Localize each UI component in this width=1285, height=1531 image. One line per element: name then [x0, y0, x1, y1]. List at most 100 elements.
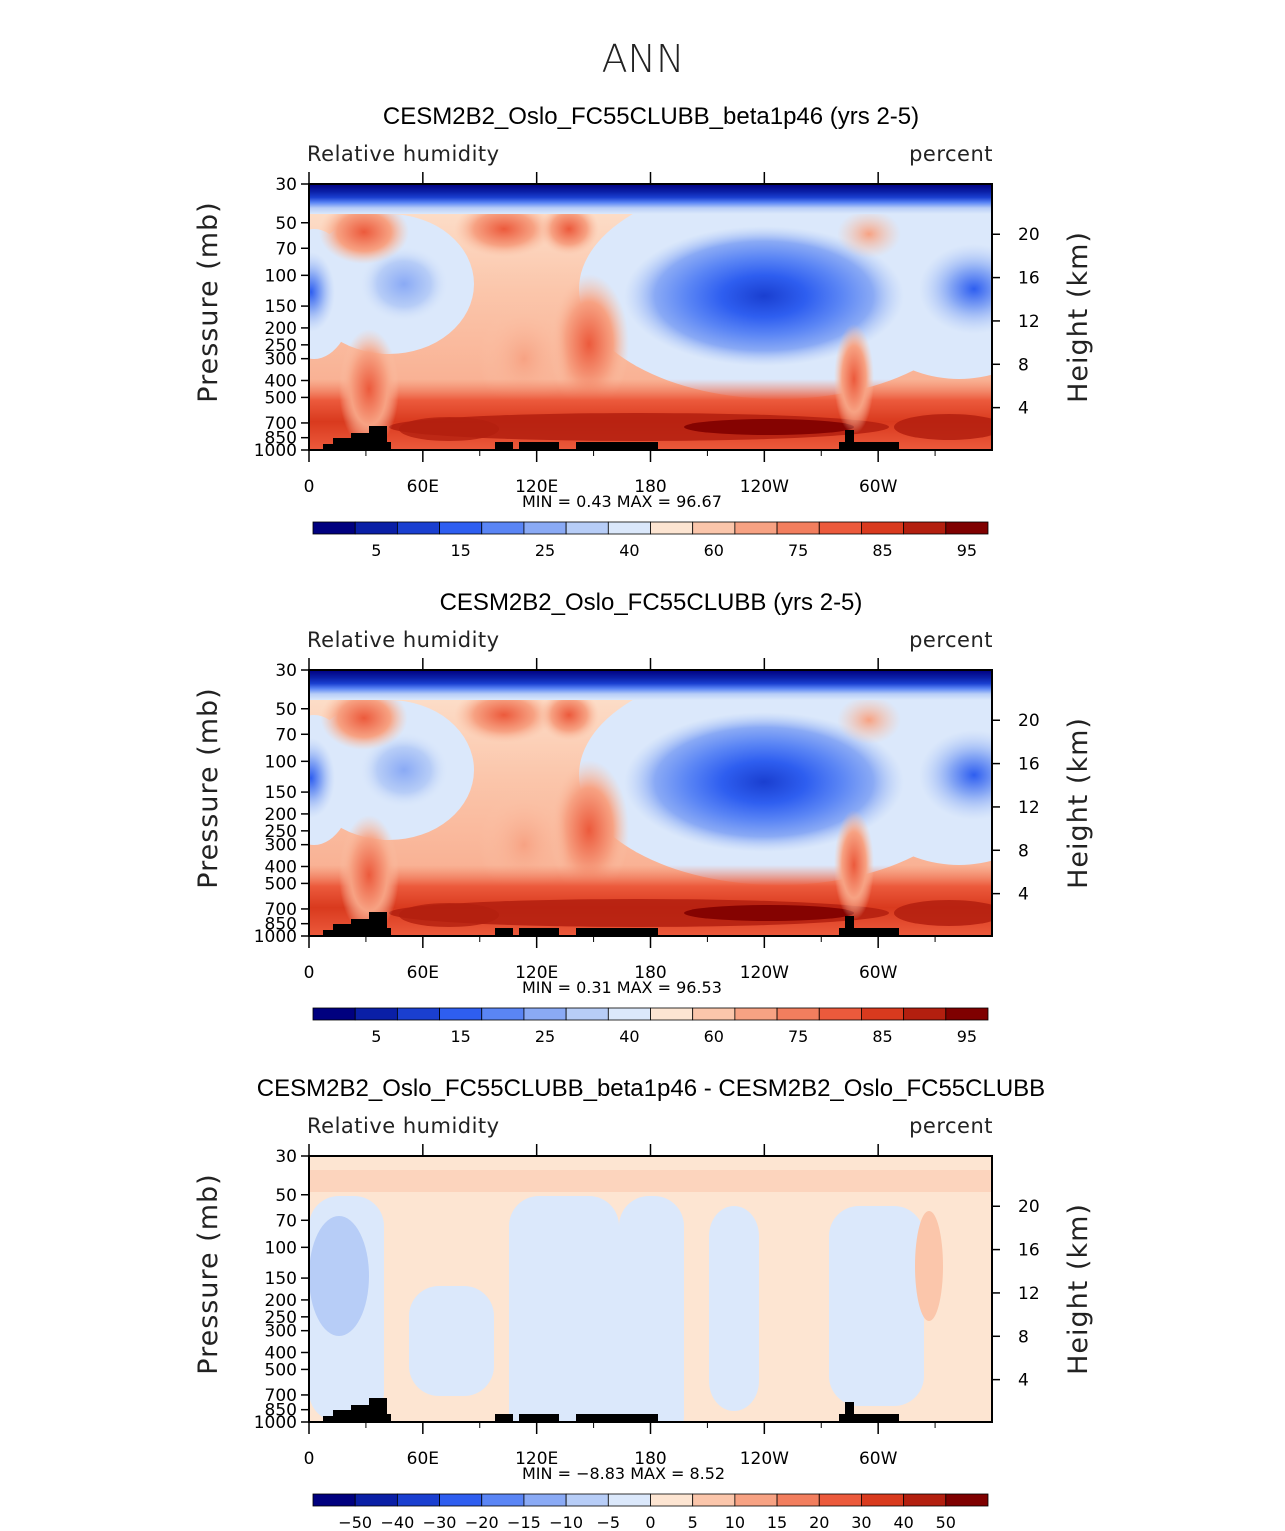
colorbar-label: −50 [338, 1513, 372, 1531]
panel-title: CESM2B2_Oslo_FC55CLUBB_beta1p46 - CESM2B… [257, 1075, 1045, 1102]
y-right-tick-label: 12 [1018, 798, 1040, 818]
colorbar-label: 60 [704, 1027, 724, 1046]
x-tick-label: 60E [407, 477, 439, 497]
x-tick-label: 120W [740, 477, 789, 497]
x-tick-label: 0 [304, 963, 315, 983]
colorbar-swatch [607, 1493, 651, 1507]
y-tick-label: 300 [265, 350, 297, 370]
colorbar-swatch [650, 521, 694, 535]
colorbar-label: 15 [767, 1513, 787, 1531]
colorbar-swatch [776, 521, 820, 535]
colorbar-swatch [945, 1493, 989, 1507]
colorbar-label: 5 [688, 1513, 698, 1531]
y-right-axis-title: Height (km) [1063, 1203, 1094, 1375]
colorbar-swatch [945, 1007, 989, 1021]
y-right-axis-title: Height (km) [1063, 717, 1094, 889]
colorbar-swatch [396, 1007, 440, 1021]
colorbar-swatch [396, 1493, 440, 1507]
colorbar-swatch [692, 521, 736, 535]
colorbar-swatch [692, 1007, 736, 1021]
y-tick-label: 1000 [254, 927, 297, 947]
y-tick-label: 1000 [254, 441, 297, 461]
y-tick-label: 850 [265, 915, 297, 935]
colorbar-swatch [650, 1007, 694, 1021]
y-tick-label: 400 [265, 857, 297, 877]
colorbar-label: −5 [597, 1513, 621, 1531]
colorbar-swatch [312, 521, 356, 535]
x-tick-label: 120E [515, 963, 558, 983]
y-tick-label: 700 [265, 1386, 297, 1406]
y-tick-label: 50 [275, 1186, 297, 1206]
colorbar-swatch [734, 1007, 778, 1021]
y-right-tick-label: 12 [1018, 1284, 1040, 1304]
y-right-tick-label: 8 [1018, 841, 1029, 861]
chart-panel-2: CESM2B2_Oslo_FC55CLUBB (yrs 2-5) Relative… [193, 589, 1094, 1046]
colorbar-label: 60 [704, 541, 724, 560]
y-tick-label: 400 [265, 1343, 297, 1363]
colorbar-swatch [439, 1007, 483, 1021]
colorbar-swatch [607, 521, 651, 535]
min-max-stats: MIN = −8.83 MAX = 8.52 [522, 1464, 725, 1483]
y-tick-label: 70 [275, 725, 297, 745]
units-label: percent [909, 142, 993, 166]
y-tick-label: 500 [265, 388, 297, 408]
colorbar-swatch [818, 521, 862, 535]
colorbar-swatch [945, 521, 989, 535]
x-tick-label: 0 [304, 477, 315, 497]
colorbar-swatch [523, 521, 567, 535]
colorbar-swatch [354, 1007, 398, 1021]
colorbar-label: −20 [465, 1513, 499, 1531]
colorbar-label: 85 [872, 541, 892, 560]
colorbar-label: 20 [809, 1513, 829, 1531]
y-tick-label: 850 [265, 1401, 297, 1421]
colorbar-label: −40 [380, 1513, 414, 1531]
units-label: percent [909, 628, 993, 652]
chart-panel-1: CESM2B2_Oslo_FC55CLUBB_beta1p46 (yrs 2-5… [193, 103, 1094, 560]
y-tick-label: 500 [265, 874, 297, 894]
x-tick-label: 180 [634, 477, 666, 497]
x-tick-label: 0 [304, 1449, 315, 1469]
y-tick-label: 30 [275, 1147, 297, 1167]
y-tick-label: 70 [275, 239, 297, 259]
y-tick-label: 300 [265, 1322, 297, 1342]
y-tick-label: 400 [265, 371, 297, 391]
x-tick-label: 60W [859, 1449, 898, 1469]
x-tick-label: 60W [859, 477, 898, 497]
colorbar-swatch [692, 1493, 736, 1507]
figure-title: ANN [602, 37, 685, 81]
y-right-tick-label: 16 [1018, 269, 1040, 289]
y-tick-label: 250 [265, 336, 297, 356]
colorbar-swatch [818, 1007, 862, 1021]
colorbar-swatch [354, 521, 398, 535]
y-right-tick-label: 20 [1018, 1197, 1040, 1217]
colorbar-swatch [312, 1493, 356, 1507]
y-tick-label: 200 [265, 319, 297, 339]
colorbar-swatch [481, 521, 525, 535]
y-axis-title: Pressure (mb) [193, 1173, 224, 1374]
colorbar-label: 15 [450, 1027, 470, 1046]
y-right-tick-label: 20 [1018, 711, 1040, 731]
colorbar-label: 5 [371, 541, 381, 560]
colorbar-label: 15 [450, 541, 470, 560]
colorbar-swatch [523, 1007, 567, 1021]
y-tick-label: 100 [265, 266, 297, 286]
y-tick-label: 200 [265, 1291, 297, 1311]
y-tick-label: 30 [275, 661, 297, 681]
colorbar: −50 −40 −30 −20 −15 −10 −5 0 5 10 15 20 30 40 50 [312, 1493, 989, 1531]
colorbar-label: 0 [645, 1513, 655, 1531]
y-tick-label: 100 [265, 1238, 297, 1258]
colorbar-label: 95 [957, 1027, 977, 1046]
colorbar: 5 15 25 40 60 75 85 95 [312, 1007, 989, 1046]
variable-label: Relative humidity [307, 1114, 500, 1138]
x-tick-label: 60W [859, 963, 898, 983]
chart-panel-3: CESM2B2_Oslo_FC55CLUBB_beta1p46 - CESM2B… [193, 1075, 1094, 1531]
x-tick-label: 180 [634, 1449, 666, 1469]
colorbar-swatch [312, 1007, 356, 1021]
y-tick-label: 150 [265, 783, 297, 803]
colorbar-swatch [396, 521, 440, 535]
y-tick-label: 30 [275, 175, 297, 195]
colorbar-swatch [439, 1493, 483, 1507]
y-tick-label: 70 [275, 1211, 297, 1231]
